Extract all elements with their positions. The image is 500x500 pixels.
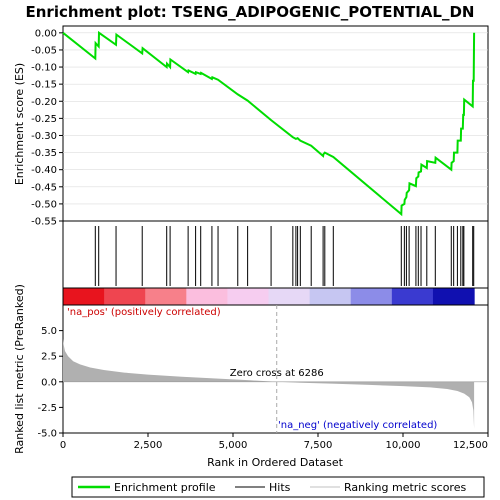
x-tick-label: 7,500	[304, 440, 333, 451]
es-y-tick-label: -0.30	[31, 131, 57, 142]
hits-frame	[62, 220, 489, 289]
es-y-tick-label: -0.20	[31, 97, 57, 108]
hit-lines	[94, 226, 475, 286]
heatmap-segment	[391, 288, 434, 305]
enrichment-profile-line	[62, 30, 476, 217]
rank-heatmap-bar	[62, 287, 489, 306]
legend-ranking-label: Ranking metric scores	[344, 481, 466, 494]
es-y-tick-label: -0.55	[31, 217, 57, 228]
x-axis-title: Rank in Ordered Dataset	[207, 456, 344, 469]
zero-cross-label: Zero cross at 6286	[230, 368, 324, 379]
x-tick-label: 2,500	[134, 440, 163, 451]
heatmap-segment	[432, 288, 475, 305]
heatmap-segment	[145, 288, 187, 305]
negative-correlation-label: 'na_neg' (negatively correlated)	[278, 420, 437, 431]
metric-y-tick-label: -5.0	[37, 429, 57, 440]
heatmap-segment	[227, 288, 270, 305]
heatmap-segment	[350, 288, 393, 305]
legend-enrichment-label: Enrichment profile	[114, 481, 216, 494]
heatmap-segment	[268, 288, 311, 305]
es-y-tick-label: -0.50	[31, 199, 57, 210]
x-tick-label: 5,000	[219, 440, 248, 451]
heatmap-segment	[63, 288, 105, 305]
metric-y-tick-label: 0.0	[41, 377, 57, 388]
heatmap-segment	[309, 288, 352, 305]
ranked-metric-panel: Zero cross at 6286 'na_pos' (positively …	[37, 304, 489, 451]
es-y-tick-label: 0.00	[35, 28, 57, 39]
chart-title: Enrichment plot: TSENG_ADIPOGENIC_POTENT…	[26, 3, 475, 21]
es-y-tick-label: -0.35	[31, 148, 57, 159]
x-tick-label: 12,500	[453, 440, 488, 451]
legend: Enrichment profile Hits Ranking metric s…	[71, 476, 485, 498]
metric-axis-title: Ranked list metric (PreRanked)	[13, 284, 26, 454]
x-tick-label: 0	[60, 440, 66, 451]
es-y-tick-label: -0.25	[31, 114, 57, 125]
legend-box	[71, 476, 485, 498]
es-y-ticks: 0.00 -0.05 -0.10 -0.15 -0.20 -0.25 -0.30 -0.35 -…	[31, 28, 63, 228]
metric-y-tick-label: 2.5	[41, 352, 57, 363]
legend-hits-label: Hits	[269, 481, 291, 494]
heatmap-segment	[186, 288, 229, 305]
positive-correlation-label: 'na_pos' (positively correlated)	[67, 307, 221, 318]
es-y-tick-label: -0.05	[31, 45, 57, 56]
es-axis-title: Enrichment score (ES)	[13, 63, 26, 185]
x-tick-label: 10,000	[386, 440, 421, 451]
es-gridlines	[63, 32, 488, 222]
es-y-tick-label: -0.15	[31, 80, 57, 91]
enrichment-panel: 0.00 -0.05 -0.10 -0.15 -0.20 -0.25 -0.30 -0.35 -…	[31, 25, 489, 228]
ranking-metric-area	[63, 338, 475, 429]
hits-panel	[62, 220, 489, 289]
x-ticks: 0 2,500 5,000 7,500 10,000 12,500	[60, 433, 489, 451]
es-y-tick-label: -0.40	[31, 165, 57, 176]
es-y-tick-label: -0.10	[31, 63, 57, 74]
heatmap-segment	[104, 288, 146, 305]
metric-y-tick-label: -2.5	[37, 403, 57, 414]
metric-y-tick-label: 5.0	[41, 326, 57, 337]
es-y-tick-label: -0.45	[31, 182, 57, 193]
metric-y-ticks: 5.0 2.5 0.0 -2.5 -5.0	[37, 326, 63, 440]
